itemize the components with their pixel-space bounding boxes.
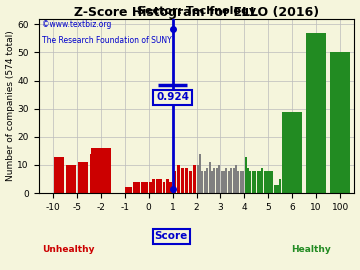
Bar	[225, 168, 228, 193]
Bar	[54, 157, 64, 193]
Bar	[235, 165, 237, 193]
Bar	[306, 33, 326, 193]
Bar	[284, 179, 287, 193]
Bar	[282, 179, 284, 193]
Bar	[185, 168, 188, 193]
Bar	[141, 182, 148, 193]
Bar	[276, 185, 279, 193]
Bar	[211, 171, 213, 193]
Bar	[91, 148, 111, 193]
Text: ©www.textbiz.org: ©www.textbiz.org	[42, 21, 111, 29]
Bar	[199, 154, 201, 193]
Bar	[287, 179, 289, 193]
Bar	[223, 171, 225, 193]
Bar	[213, 168, 216, 193]
Bar	[240, 171, 242, 193]
Bar	[170, 182, 172, 193]
Bar	[202, 171, 203, 193]
Bar	[221, 171, 222, 193]
Text: 0.924: 0.924	[156, 92, 189, 102]
Bar	[177, 165, 180, 193]
Text: Score: Score	[154, 231, 188, 241]
Bar	[259, 171, 261, 193]
Bar	[218, 165, 220, 193]
Bar	[274, 185, 276, 193]
Bar	[216, 168, 218, 193]
Y-axis label: Number of companies (574 total): Number of companies (574 total)	[5, 31, 14, 181]
Bar	[233, 168, 235, 193]
Bar	[290, 179, 292, 193]
Bar	[66, 165, 76, 193]
Bar	[156, 179, 159, 193]
Bar	[247, 168, 249, 193]
Bar	[254, 171, 256, 193]
Text: Sector: Technology: Sector: Technology	[137, 6, 256, 16]
Bar	[252, 171, 254, 193]
Bar	[330, 52, 350, 193]
Bar	[78, 162, 88, 193]
Bar	[193, 165, 196, 193]
Bar	[159, 179, 162, 193]
Bar	[282, 112, 302, 193]
Text: Unhealthy: Unhealthy	[42, 245, 94, 254]
Bar	[261, 168, 263, 193]
Title: Z-Score Histogram for ELLO (2016): Z-Score Histogram for ELLO (2016)	[74, 6, 319, 19]
Bar	[237, 171, 239, 193]
Bar	[206, 168, 208, 193]
Bar	[209, 162, 211, 193]
Bar	[244, 157, 247, 193]
Bar	[279, 179, 282, 193]
Bar	[269, 171, 271, 193]
Bar	[228, 171, 230, 193]
Bar	[173, 171, 176, 193]
Bar	[257, 171, 258, 193]
Bar	[189, 171, 192, 193]
Bar	[266, 171, 268, 193]
Bar	[166, 179, 169, 193]
Bar	[149, 182, 152, 193]
Text: Healthy: Healthy	[291, 245, 331, 254]
Bar	[152, 179, 155, 193]
Bar	[264, 171, 266, 193]
Bar	[90, 154, 100, 193]
Text: The Research Foundation of SUNY: The Research Foundation of SUNY	[42, 36, 171, 45]
Bar	[271, 171, 273, 193]
Bar	[197, 165, 199, 193]
Bar	[125, 187, 132, 193]
Bar	[249, 171, 251, 193]
Bar	[181, 168, 184, 193]
Bar	[242, 171, 244, 193]
Bar	[230, 168, 232, 193]
Bar	[133, 182, 140, 193]
Bar	[163, 182, 166, 193]
Bar	[204, 171, 206, 193]
